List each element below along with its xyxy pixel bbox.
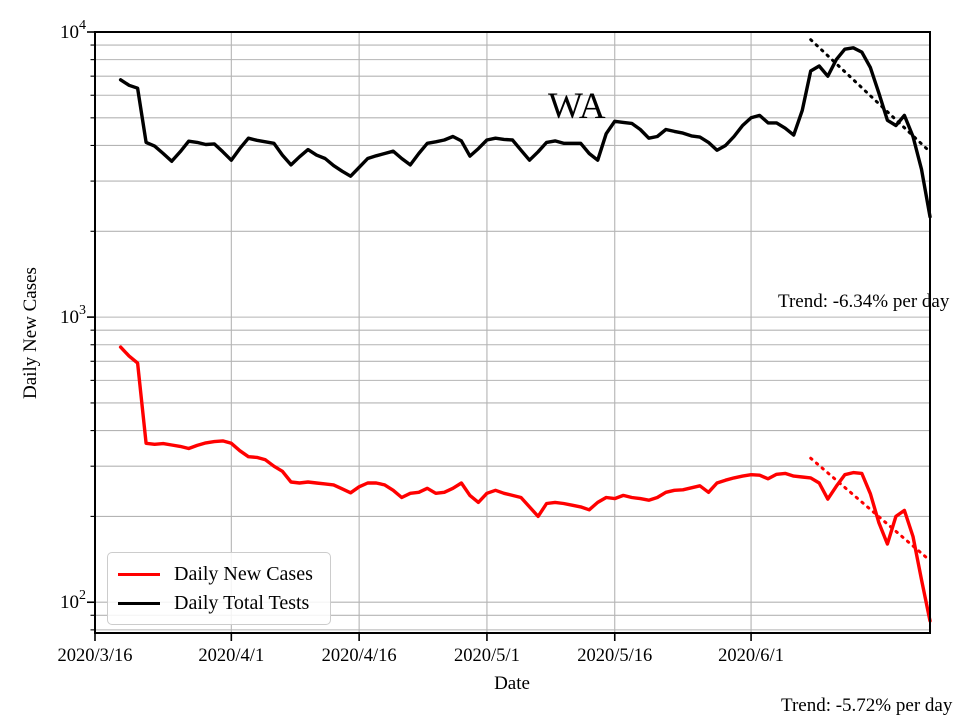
- x-axis-label: Date: [494, 673, 530, 694]
- tests-trend-label: Trend: -6.34% per day: [778, 291, 950, 312]
- legend: Daily New Cases Daily Total Tests: [107, 552, 331, 625]
- black-line-swatch: [118, 601, 160, 605]
- y-tick-label: 102: [60, 588, 86, 613]
- y-tick-label: 104: [60, 18, 86, 43]
- legend-label-daily-total-tests: Daily Total Tests: [174, 592, 310, 614]
- state-annotation: WA: [548, 86, 606, 127]
- x-tick-label: 2020/3/16: [57, 646, 132, 666]
- legend-item-daily-total-tests: Daily Total Tests: [108, 593, 330, 613]
- cases-trend-label: Trend: -5.72% per day: [781, 695, 953, 716]
- y-axis-label: Daily New Cases: [20, 267, 41, 399]
- red-line-swatch: [118, 572, 160, 576]
- x-tick-label: 2020/4/16: [322, 646, 397, 666]
- x-tick-label: 2020/5/1: [454, 646, 520, 666]
- tests-trend-dotted-line: [809, 38, 932, 154]
- x-tick-label: 2020/4/1: [198, 646, 264, 666]
- x-tick-label: 2020/6/1: [718, 646, 784, 666]
- legend-item-daily-new-cases: Daily New Cases: [108, 564, 330, 584]
- daily-new-cases-line: [118, 345, 932, 623]
- x-tick-label: 2020/5/16: [577, 646, 652, 666]
- legend-label-daily-new-cases: Daily New Cases: [174, 563, 313, 585]
- y-tick-label: 103: [60, 303, 86, 328]
- cases-trend-dotted-line: [809, 456, 932, 563]
- daily-total-tests-line: [118, 46, 932, 219]
